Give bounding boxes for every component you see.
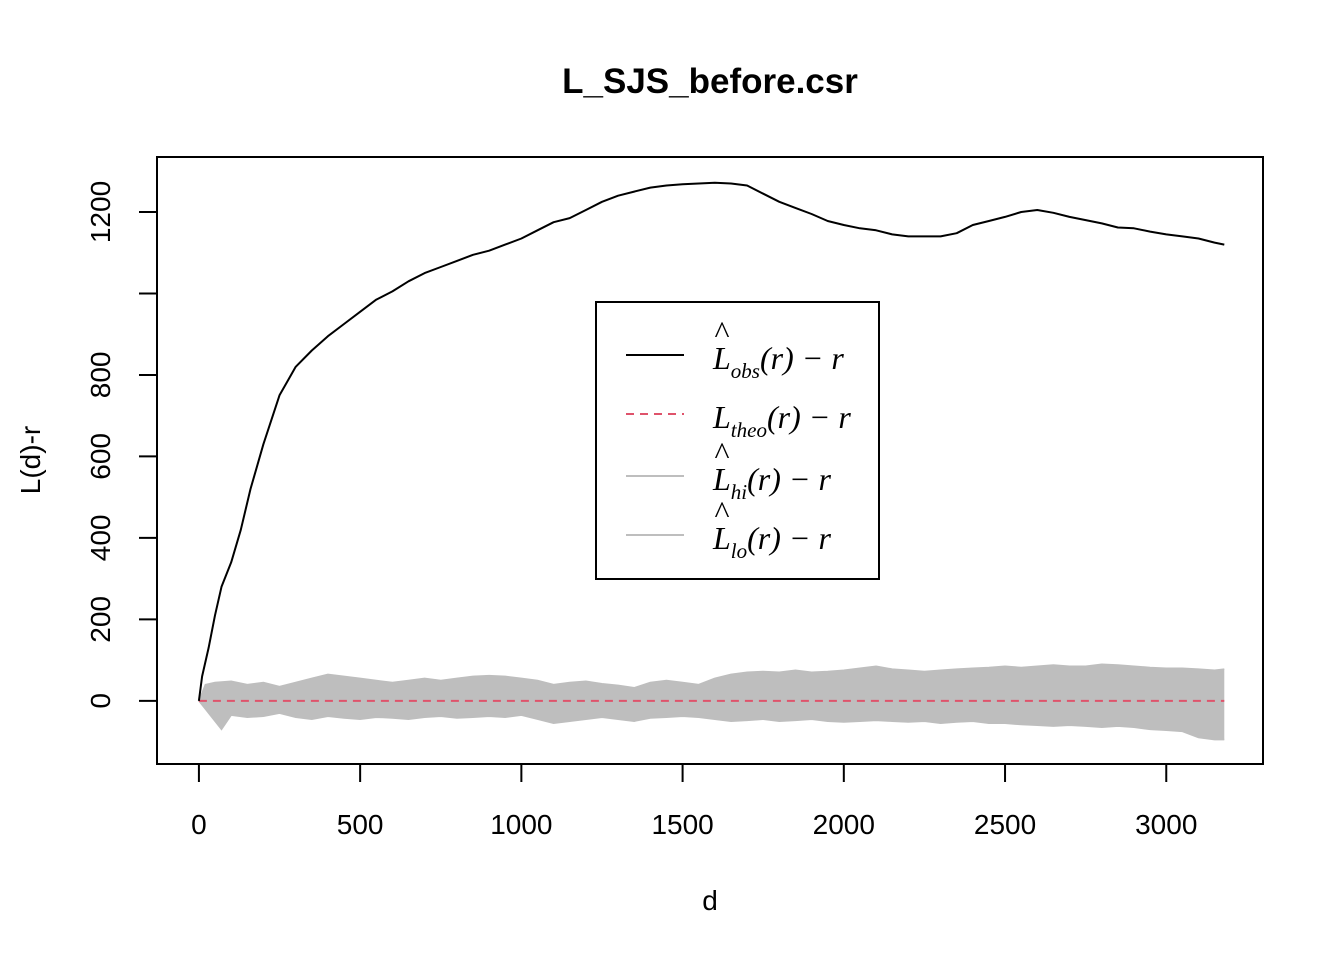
series-line-obs [197, 181, 1225, 702]
legend-hat: ^ [714, 314, 729, 350]
chart-title: L_SJS_before.csr [562, 62, 858, 101]
envelope-band [198, 663, 1225, 741]
x-tick-label: 3000 [1135, 809, 1197, 840]
legend-hat: ^ [714, 435, 729, 471]
legend-label: Lobs(r) − r [712, 340, 844, 383]
y-tick-label: 600 [85, 433, 116, 480]
legend-entry-obs: Lobs(r) − r^ [626, 314, 844, 383]
y-axis: 0 200 400 600 800 1200 [85, 181, 158, 709]
legend-box [595, 301, 880, 580]
y-tick-label: 200 [85, 596, 116, 643]
x-axis: 0 500 1000 1500 2000 2500 3000 [191, 763, 1197, 840]
x-tick-label: 0 [191, 809, 207, 840]
y-tick-label: 1200 [85, 181, 116, 243]
x-axis-label: d [702, 885, 718, 916]
series-line-hi [198, 663, 1225, 702]
series-line-lo [198, 700, 1225, 741]
legend-label: Lhi(r) − r [712, 461, 832, 504]
series-lines [197, 181, 1225, 702]
legend-entry-theo: Ltheo(r) − r [626, 399, 851, 442]
y-axis-label: L(d)-r [15, 426, 46, 494]
y-tick-label: 800 [85, 352, 116, 399]
x-tick-label: 2000 [813, 809, 875, 840]
legend-label: Llo(r) − r [712, 520, 832, 563]
legend-entry-lo: Llo(r) − r^ [626, 494, 832, 563]
x-tick-label: 2500 [974, 809, 1036, 840]
x-tick-label: 1500 [651, 809, 713, 840]
legend-hat: ^ [714, 494, 729, 530]
x-tick-label: 1000 [490, 809, 552, 840]
y-tick-label: 400 [85, 515, 116, 562]
x-tick-label: 500 [337, 809, 384, 840]
legend-entry-hi: Lhi(r) − r^ [626, 435, 832, 504]
legend-label: Ltheo(r) − r [712, 399, 851, 442]
y-tick-label: 0 [85, 693, 116, 709]
